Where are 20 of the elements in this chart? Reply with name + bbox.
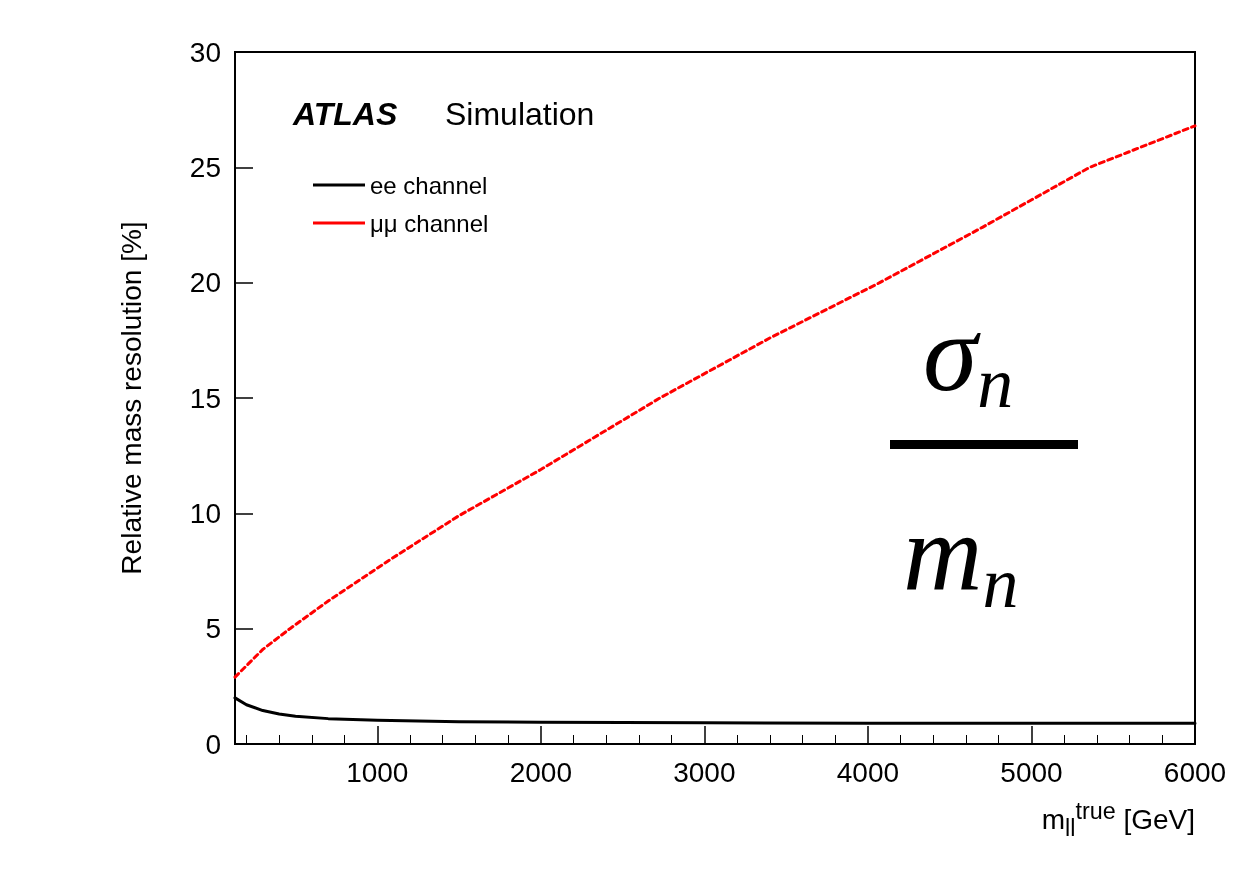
annotation: ATLAS xyxy=(292,96,398,132)
y-tick-label: 0 xyxy=(205,728,221,760)
x-tick-label: 3000 xyxy=(673,756,736,788)
x-tick-label: 4000 xyxy=(836,756,900,788)
x-tick-label: 1000 xyxy=(346,756,409,788)
y-tick-label: 25 xyxy=(189,151,221,183)
legend-label: μμ channel xyxy=(370,209,489,237)
legend-label: ee channel xyxy=(370,171,488,199)
y-tick-label: 20 xyxy=(189,267,221,299)
line-series xyxy=(233,124,1197,679)
x-tick-label: 2000 xyxy=(509,756,572,788)
y-tick-label: 15 xyxy=(189,382,221,414)
y-tick-label: 5 xyxy=(205,613,221,645)
x-tick-label: 6000 xyxy=(1163,756,1227,788)
x-tick-label: 5000 xyxy=(1000,756,1063,788)
x-axis-title: m$_{ll}$$^{true}$ [GeV] xyxy=(1041,798,1195,842)
y-tick-label: 10 xyxy=(189,497,221,529)
y-tick-label: 30 xyxy=(189,36,221,68)
y-axis-title: Relative mass resolution [%] xyxy=(115,221,147,575)
annotation: Simulation xyxy=(445,96,595,132)
